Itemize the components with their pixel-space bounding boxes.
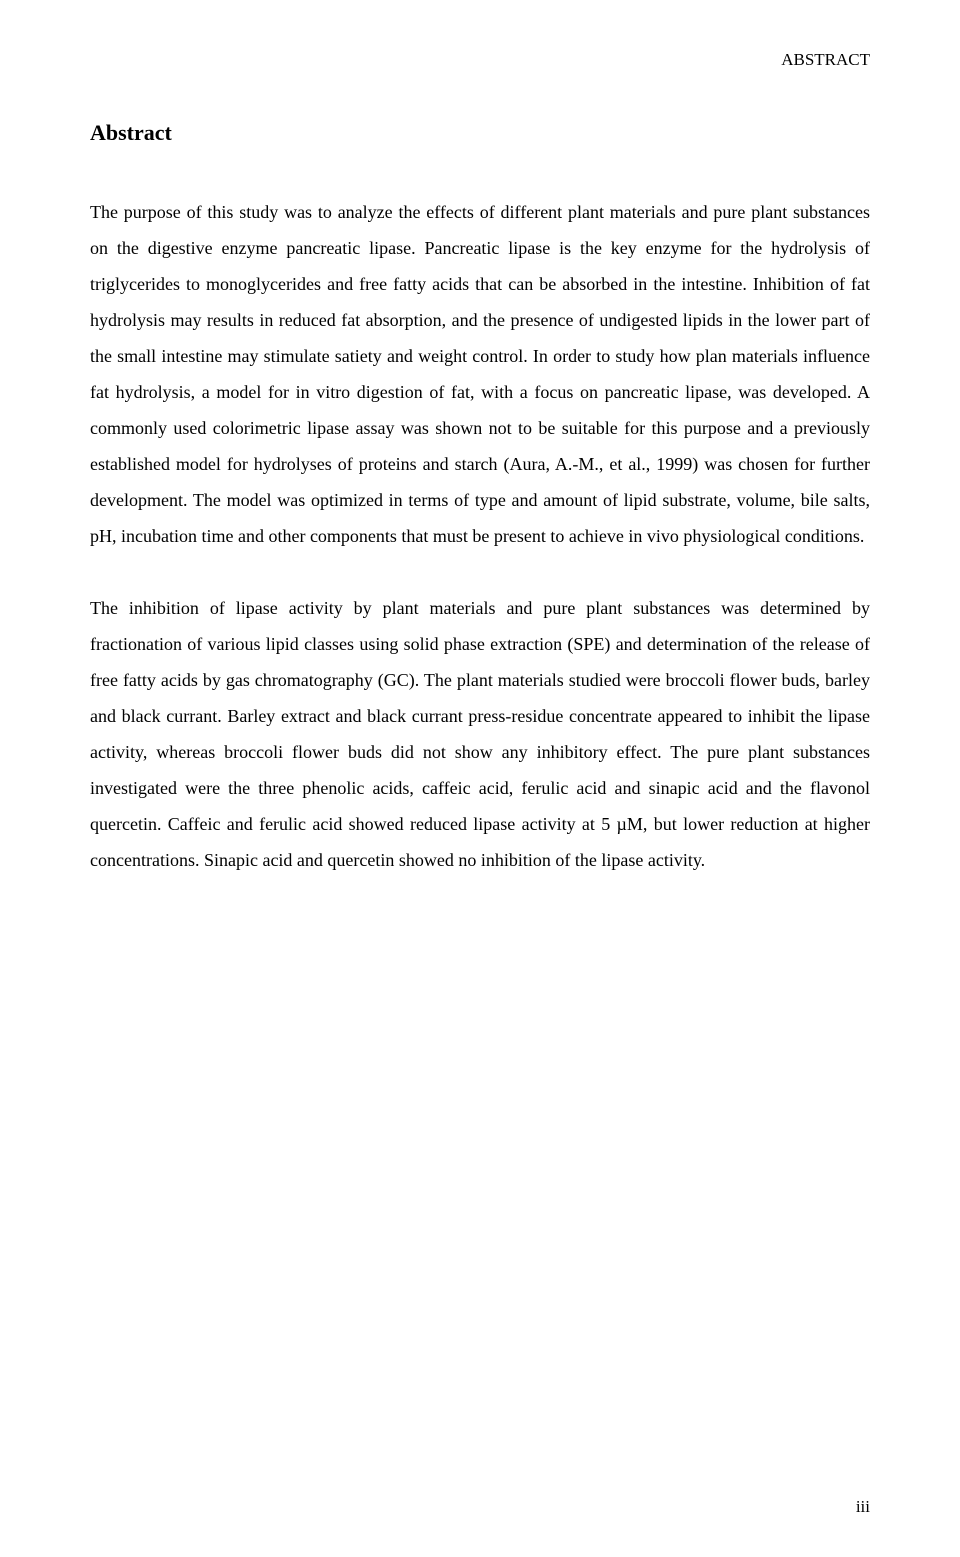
running-header: ABSTRACT xyxy=(90,50,870,70)
abstract-paragraph-1: The purpose of this study was to analyze… xyxy=(90,194,870,554)
abstract-paragraph-2: The inhibition of lipase activity by pla… xyxy=(90,590,870,878)
abstract-title: Abstract xyxy=(90,120,870,146)
page-number: iii xyxy=(856,1497,870,1517)
